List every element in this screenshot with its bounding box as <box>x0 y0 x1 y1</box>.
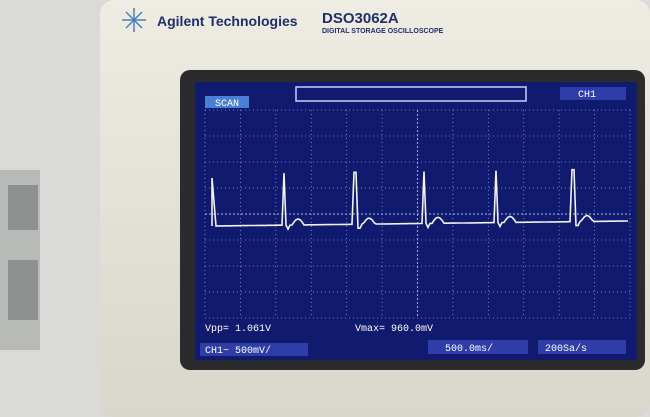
model: DSO3062A <box>322 10 399 27</box>
measurement: Vpp= 1.061V <box>205 324 271 335</box>
page: Agilent Technologies DSO3062A DIGITAL ST… <box>0 0 650 417</box>
channel-scale: CH1~ 500mV/ <box>205 345 271 357</box>
vent <box>8 260 38 320</box>
measurement: Vmax= 960.0mV <box>355 324 433 335</box>
mode: SCAN <box>215 99 239 110</box>
vent <box>8 185 38 230</box>
photo: Agilent Technologies DSO3062A DIGITAL ST… <box>0 0 650 417</box>
sample-rate: 200Sa/s <box>545 343 587 355</box>
channel: CH1 <box>578 90 596 101</box>
model-subtitle: DIGITAL STORAGE OSCILLOSCOPE <box>322 28 444 35</box>
brand: Agilent Technologies <box>157 13 298 29</box>
time-scale: 500.0ms/ <box>445 343 493 355</box>
